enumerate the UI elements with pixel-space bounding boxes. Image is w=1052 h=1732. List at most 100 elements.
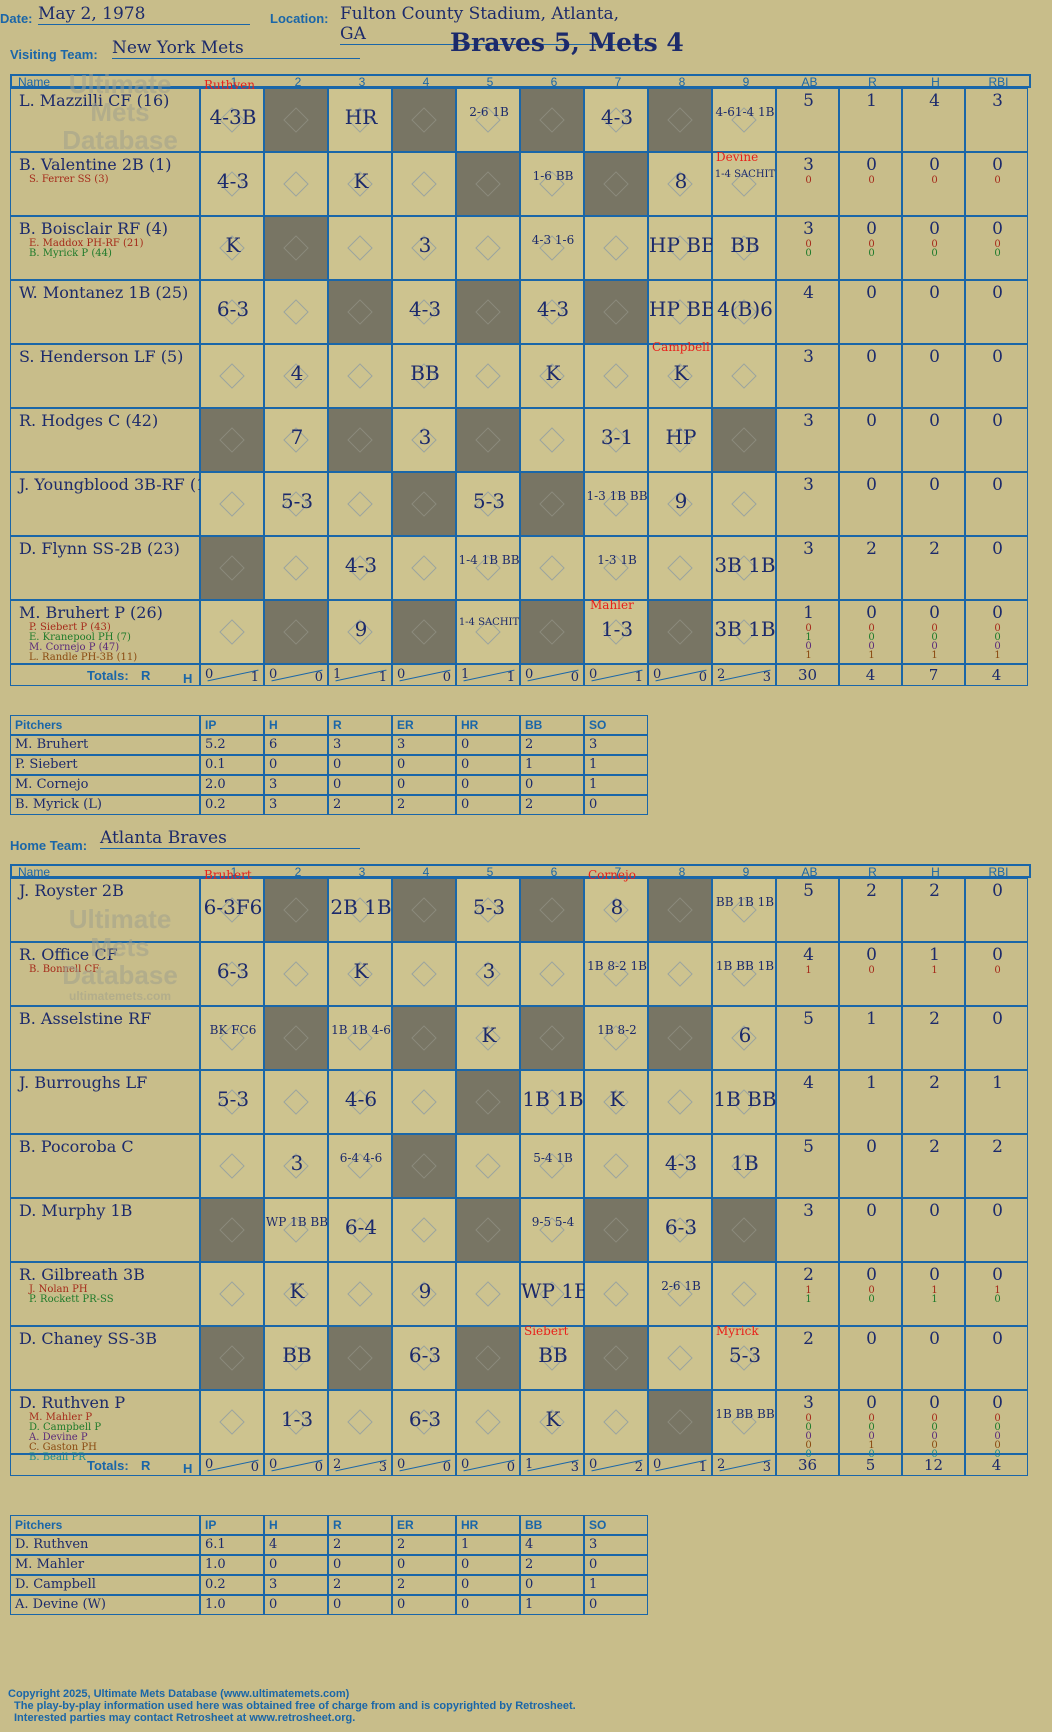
at-bat-cell (392, 1198, 456, 1262)
sub-stat-value: 0 (931, 248, 938, 259)
batter-name-cell: L. Mazzilli CF (16) (10, 88, 200, 152)
at-bat-cell (392, 878, 456, 942)
at-bat-cell (520, 88, 584, 152)
at-bat-cell (520, 878, 584, 942)
batter-row: R. Office CF B. Bonnell CF 6-3 K 3 1B 8-2 1B 1… (10, 942, 1031, 1006)
play-result: K (289, 1279, 305, 1303)
basepath-diamond (667, 1089, 693, 1115)
play-result: 6-3F6 (203, 895, 263, 919)
sub-stat-value: 1 (805, 1285, 812, 1296)
play-result: 9 (354, 617, 368, 641)
basepath-diamond (603, 299, 629, 325)
pitcher-stat: 1 (520, 755, 584, 775)
inning-hits: 0 (250, 1460, 259, 1475)
inning-hits: 1 (378, 670, 387, 685)
play-result: K (545, 1407, 561, 1431)
stat-value: 0 (929, 283, 940, 303)
pitcher-stat: 5.2 (200, 735, 264, 755)
sub-stat-value: 1 (805, 632, 812, 643)
substitutes-list: P. Siebert P (43) E. Kranepool PH (7) M. C… (29, 623, 137, 663)
at-bat-cell: 5-3 (264, 472, 328, 536)
stat-ab: 3 (776, 1198, 839, 1262)
play-result: 8 (674, 169, 688, 193)
play-result: 4-6 (344, 1087, 378, 1111)
play-result: 1B BB (713, 1087, 777, 1111)
at-bat-cell: K (520, 1390, 584, 1454)
stat-value: 0 (866, 475, 877, 495)
stat-value: 0 (992, 1201, 1003, 1221)
at-bat-cell: HP BB (648, 216, 716, 280)
batter-name: B. Valentine 2B (1) (19, 155, 172, 174)
stat-h: 2 (902, 878, 965, 942)
stat-ab: 3 (776, 408, 839, 472)
basepath-diamond (667, 897, 693, 923)
basepath-diamond (219, 1153, 245, 1179)
home-header-row: Name 1 2 3 4 5 6 7 8 9 AB R H RBI (10, 864, 1031, 879)
at-bat-cell: 5-3 (456, 472, 520, 536)
visitor-totals-row: Totals: R H 0 1 0 0 1 1 0 0 1 1 0 0 0 1 0 0 2 3 30 4 7 4 (10, 664, 1031, 686)
substitute-name: L. Randle PH-3B (11) (29, 652, 138, 663)
stat-h: 0 (902, 408, 965, 472)
pitcher-name: M. Cornejo (10, 775, 200, 795)
inning-runs: 0 (653, 1457, 662, 1472)
at-bat-cell (648, 1070, 712, 1134)
batter-name-cell: J. Burroughs LF (10, 1070, 200, 1134)
watermark-home: Ultimate Mets Database ultimatemets.com (55, 905, 185, 1003)
stat-value: 0 (866, 1137, 877, 1157)
batter-name: M. Bruhert P (26) (19, 603, 163, 622)
play-result: 2-6 1B (661, 1279, 701, 1293)
at-bat-cell: 1-4 1B BB (456, 536, 520, 600)
pitcher-stat: 0 (264, 1555, 328, 1575)
column-header-inning-6: 6 (550, 75, 558, 89)
pitcher-name: P. Siebert (10, 755, 200, 775)
at-bat-cell (456, 1390, 520, 1454)
basepath-diamond (475, 1409, 501, 1435)
sub-stat-value: 0 (994, 248, 1001, 259)
pitcher-column-header: Pitchers (10, 1515, 200, 1535)
at-bat-cell (456, 1070, 520, 1134)
basepath-diamond (411, 555, 437, 581)
at-bat-cell: 1-4 SACHIT (456, 600, 520, 664)
play-result: K (225, 233, 241, 257)
watermark-word: Database (62, 960, 178, 990)
at-bat-cell (392, 536, 456, 600)
pitchers-header-row: Pitchers IP H R ER HR BB SO (10, 715, 648, 735)
basepath-diamond (347, 1281, 373, 1307)
stat-value: 1 (866, 91, 877, 111)
stat-rbi: 0 (965, 280, 1028, 344)
pitcher-row: D. Campbell 0.2 3 2 2 0 0 1 (10, 1575, 648, 1595)
at-bat-cell: 1-3 1B (584, 536, 648, 600)
at-bat-cell: 3 (456, 942, 520, 1006)
basepath-diamond (219, 619, 245, 645)
pitching-change-note: Campbell (652, 340, 710, 354)
game-location: Fulton County Stadium, Atlanta, GA (340, 4, 650, 45)
batter-name: L. Mazzilli CF (16) (19, 91, 170, 110)
batter-row: J. Royster 2B 6-3F6 2B 1B 5-3 8 BB 1B 1B 5 2 2 0 (10, 878, 1031, 942)
watermark-word: Mets (90, 932, 150, 962)
play-result: 4-3 (408, 297, 442, 321)
column-header-h: H (931, 865, 940, 879)
at-bat-cell (648, 88, 712, 152)
pitcher-name: M. Bruhert (10, 735, 200, 755)
batter-row: B. Valentine 2B (1) S. Ferrer SS (3) 4-3 K 1… (10, 152, 1031, 216)
column-header-inning-8: 8 (678, 865, 686, 879)
pitcher-column-header: HR (456, 715, 520, 735)
watermark-visitor: Ultimate Mets Database (55, 70, 185, 154)
column-header-rbi: RBI (988, 75, 1009, 89)
basepath-diamond (731, 491, 757, 517)
at-bat-cell: 6-3 (392, 1390, 456, 1454)
play-result: 6-3 (216, 959, 250, 983)
stat-value: 0 (929, 411, 940, 431)
stat-value: 3 (992, 91, 1003, 111)
batter-name-cell: D. Flynn SS-2B (23) (10, 536, 200, 600)
basepath-diamond (731, 427, 757, 453)
at-bat-cell (584, 1134, 648, 1198)
basepath-diamond (475, 299, 501, 325)
stat-r: 0 (839, 1198, 902, 1262)
stat-value: 2 (803, 1265, 814, 1285)
at-bat-cell: 3 (392, 216, 456, 280)
inning-runs: 0 (397, 1457, 406, 1472)
totals-label: Totals: R H (10, 664, 200, 686)
